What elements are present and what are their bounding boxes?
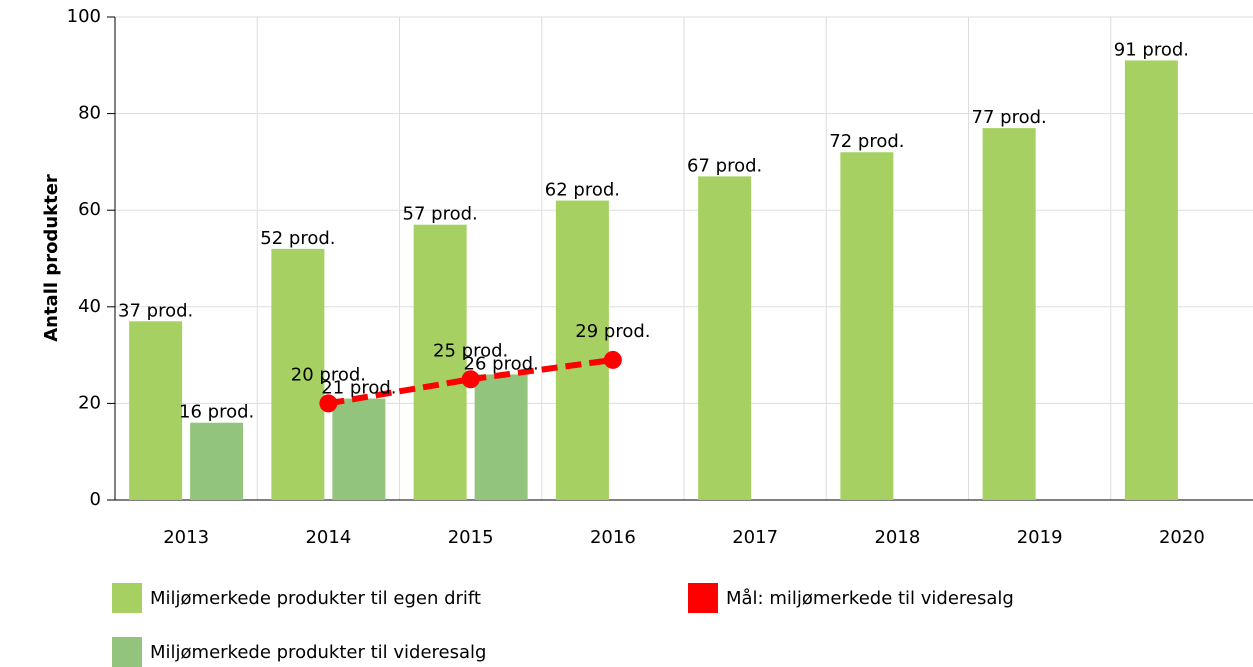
data-label: 26 prod.	[464, 353, 539, 374]
x-tick-label: 2016	[590, 527, 636, 548]
data-label: 37 prod.	[118, 300, 193, 321]
legend-swatch	[112, 637, 142, 667]
x-tick-label: 2018	[874, 527, 920, 548]
data-label: 67 prod.	[687, 155, 762, 176]
line-point	[603, 350, 622, 369]
line-point	[319, 394, 338, 413]
legend-label: Miljømerkede produkter til egen drift	[150, 588, 481, 609]
y-tick-label: 20	[78, 392, 101, 413]
bar	[982, 128, 1036, 500]
bar	[840, 152, 894, 501]
legend-label: Mål: miljømerkede til videresalg	[726, 588, 1014, 609]
legend-swatch	[688, 583, 718, 613]
x-tick-label: 2020	[1159, 527, 1205, 548]
bar	[190, 422, 244, 500]
data-label: 16 prod.	[179, 402, 254, 423]
data-label: 72 prod.	[829, 131, 904, 152]
y-tick-label: 80	[78, 103, 101, 124]
y-tick-label: 0	[90, 489, 101, 510]
x-tick-label: 2014	[305, 527, 351, 548]
bar	[555, 200, 609, 501]
data-label: 57 prod.	[403, 204, 478, 225]
y-tick-label: 40	[78, 296, 101, 317]
x-tick-label: 2019	[1017, 527, 1063, 548]
data-label: 25 prod.	[433, 340, 508, 361]
bar	[129, 321, 183, 500]
bar	[271, 248, 325, 500]
legend-swatch	[112, 583, 142, 613]
line-point	[461, 370, 480, 389]
bar	[474, 374, 528, 500]
y-tick-label: 60	[78, 199, 101, 220]
data-label: 62 prod.	[545, 180, 620, 201]
data-label: 29 prod.	[575, 321, 650, 342]
data-label: 52 prod.	[260, 228, 335, 249]
bar	[1124, 60, 1178, 500]
bar	[698, 176, 752, 500]
x-tick-label: 2013	[163, 527, 209, 548]
y-tick-label: 100	[67, 6, 101, 27]
y-axis-label: Antall produkter	[41, 174, 62, 342]
data-label: 77 prod.	[972, 107, 1047, 128]
x-tick-label: 2017	[732, 527, 778, 548]
bar	[413, 224, 467, 500]
data-label: 91 prod.	[1114, 39, 1189, 60]
data-label: 20 prod.	[291, 364, 366, 385]
x-tick-label: 2015	[448, 527, 494, 548]
data-label: 21 prod.	[321, 378, 396, 399]
legend-label: Miljømerkede produkter til videresalg	[150, 642, 486, 663]
bar	[332, 398, 386, 500]
